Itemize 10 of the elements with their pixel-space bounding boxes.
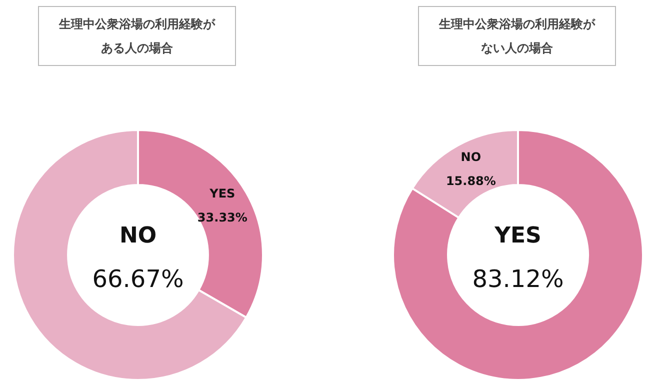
slice-label: NO (119, 224, 157, 249)
data-label: 83.12% (472, 265, 564, 294)
chart-title: 生理中公衆浴場の利用経験がある人の場合 (38, 6, 236, 66)
slice-label: YES (494, 224, 542, 249)
data-label: 33.33% (197, 210, 248, 224)
data-label: 15.88% (446, 174, 496, 188)
data-label: 66.67% (92, 265, 184, 294)
slice-label: NO (460, 150, 482, 164)
chart-title: 生理中公衆浴場の利用経験がない人の場合 (418, 6, 616, 66)
slice-label: YES (208, 186, 236, 200)
